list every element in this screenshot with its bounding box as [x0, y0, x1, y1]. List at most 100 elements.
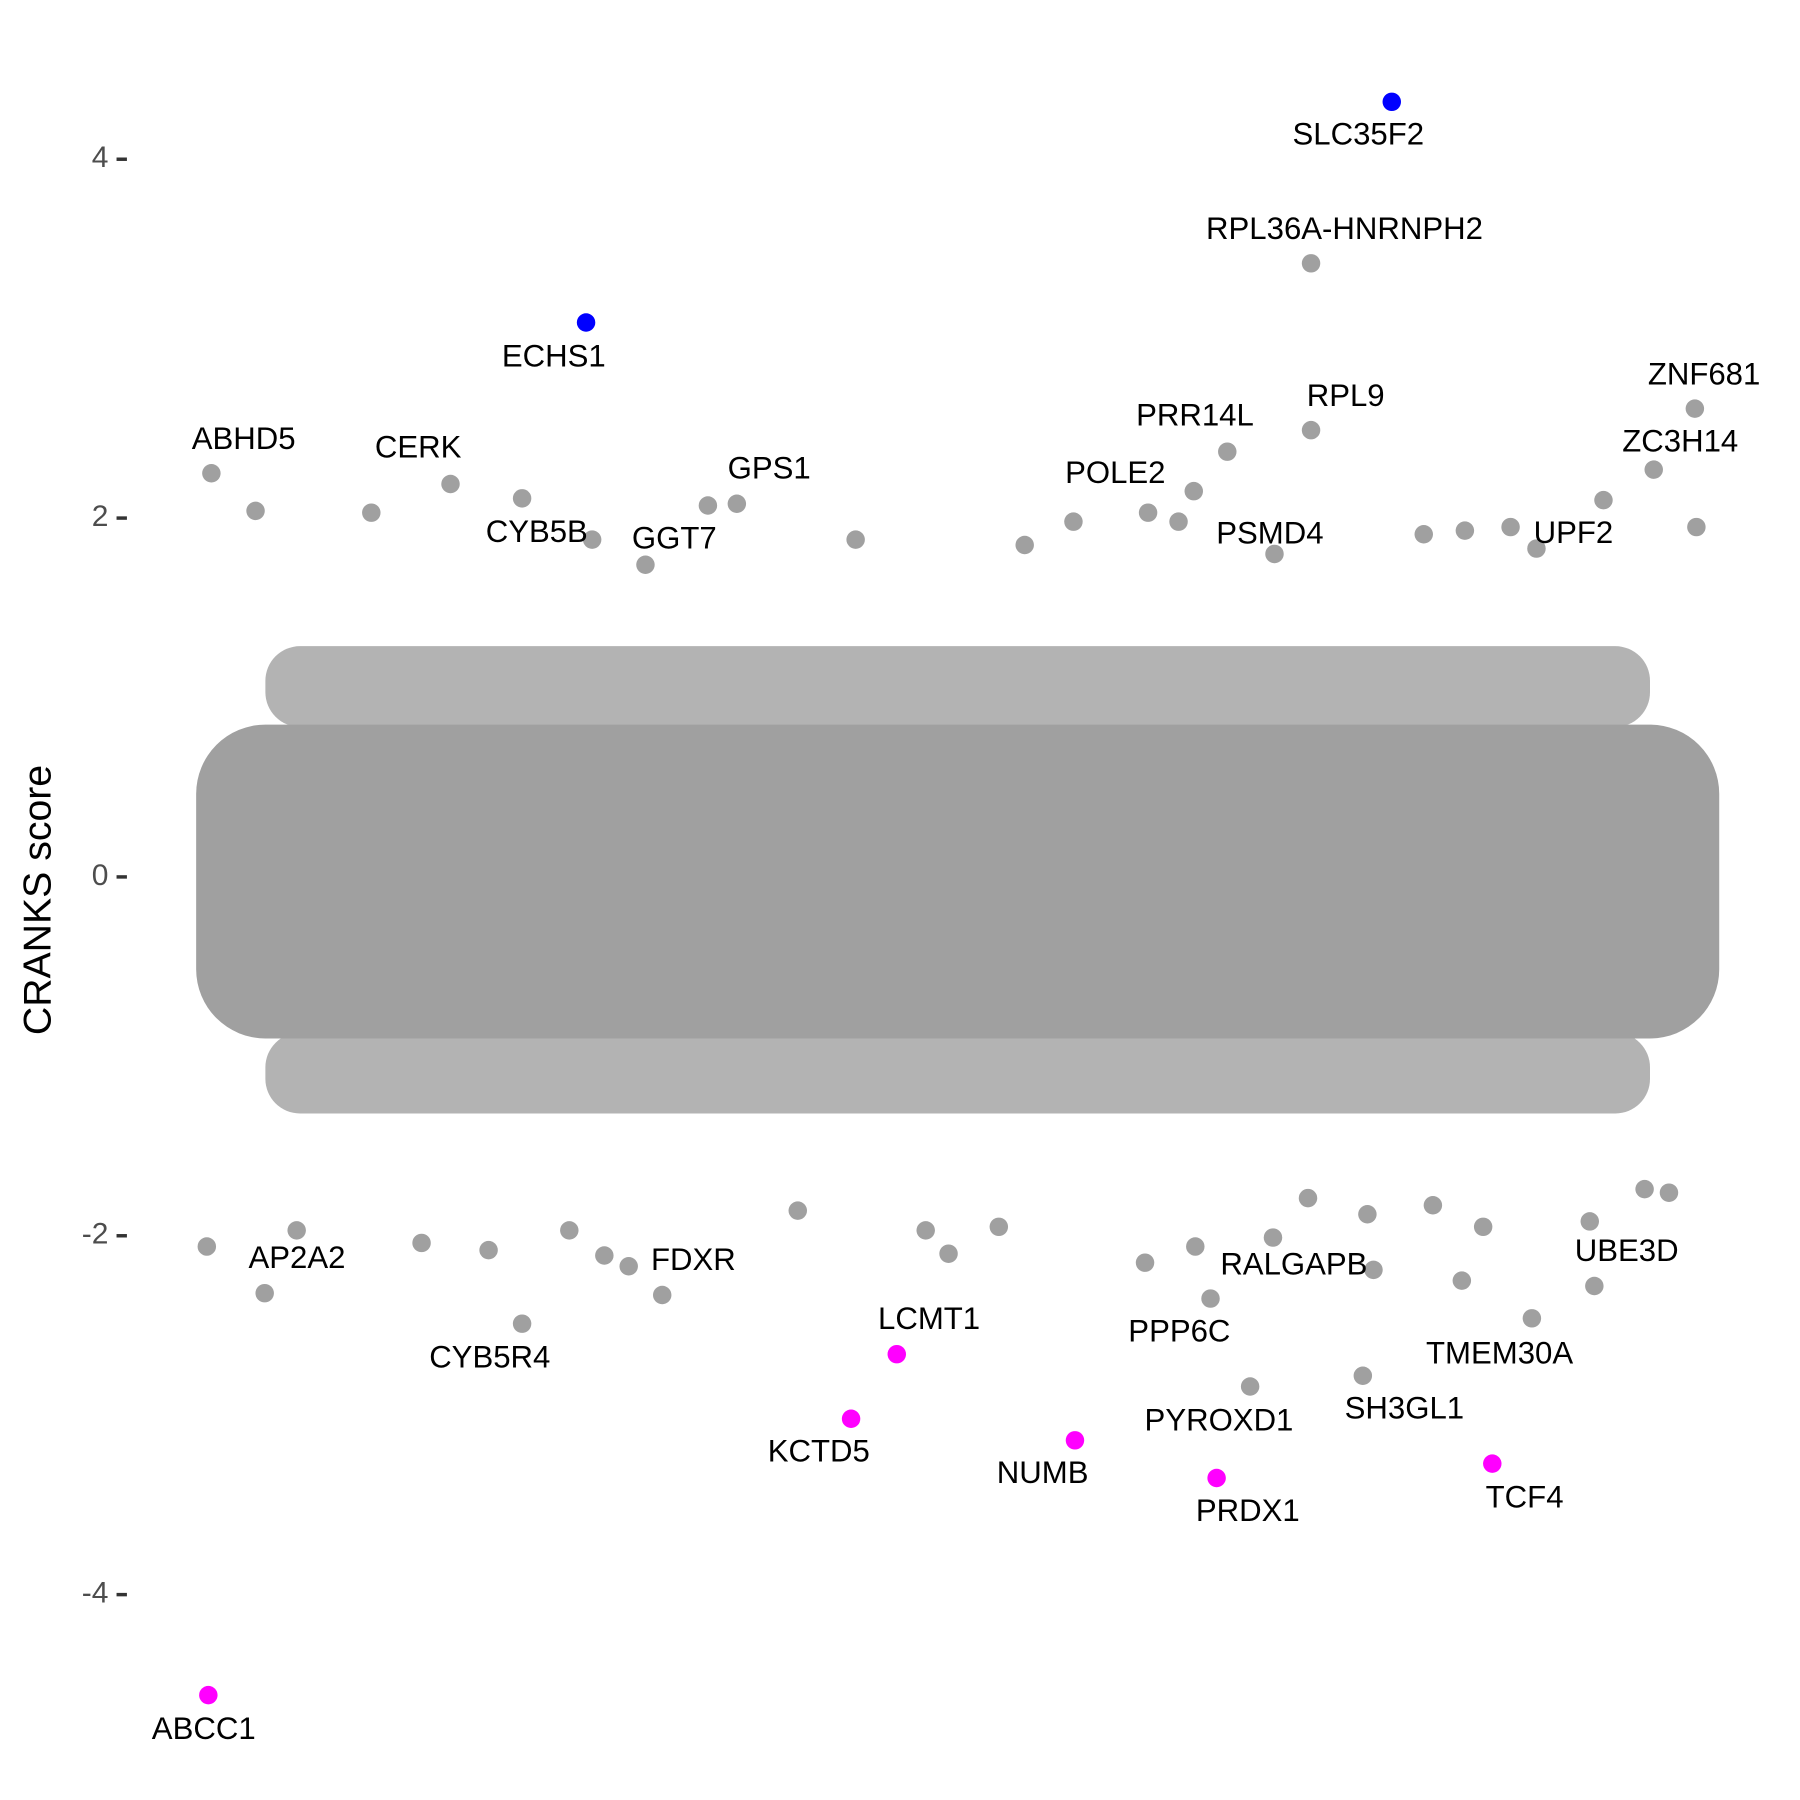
point-cloud — [265, 646, 1650, 727]
point-label: PSMD4 — [1216, 516, 1323, 551]
point — [582, 530, 602, 549]
point — [989, 1217, 1009, 1237]
y-tick-label: -2 — [82, 1218, 109, 1251]
point-label: ABCC1 — [152, 1711, 256, 1746]
point-label: PYROXD1 — [1145, 1402, 1294, 1437]
point — [1585, 1276, 1604, 1296]
point — [202, 463, 221, 483]
point — [698, 496, 718, 515]
point — [287, 1221, 306, 1240]
point-label: GPS1 — [728, 450, 811, 485]
point — [619, 1257, 638, 1276]
point — [1687, 517, 1706, 537]
point — [1522, 1309, 1542, 1328]
point-label: SH3GL1 — [1345, 1391, 1464, 1426]
point-label: FDXR — [651, 1242, 736, 1277]
point — [1064, 512, 1083, 531]
point — [1358, 1205, 1377, 1224]
point — [199, 1685, 218, 1705]
point — [246, 501, 265, 521]
point — [1015, 535, 1034, 555]
point — [441, 474, 460, 494]
point — [1265, 544, 1284, 564]
point — [1301, 420, 1321, 440]
point — [1483, 1454, 1502, 1473]
point-label: AP2A2 — [249, 1240, 346, 1275]
point-label: PRDX1 — [1196, 1493, 1300, 1528]
point — [846, 530, 865, 549]
point — [1501, 517, 1520, 537]
point — [887, 1344, 906, 1364]
point — [255, 1283, 274, 1303]
point-label: RPL9 — [1307, 378, 1385, 413]
y-tick-label: 0 — [92, 859, 109, 892]
point — [1659, 1183, 1679, 1202]
point-label: CYB5R4 — [429, 1340, 550, 1375]
point — [1065, 1431, 1085, 1450]
point-label: TMEM30A — [1426, 1335, 1573, 1370]
point — [1240, 1377, 1260, 1396]
point — [1186, 1237, 1205, 1256]
point-cloud — [265, 1032, 1650, 1114]
point — [1594, 490, 1613, 510]
point-label: NUMB — [997, 1455, 1089, 1490]
point — [841, 1409, 861, 1429]
point-label: ECHS1 — [502, 339, 606, 374]
point — [1452, 1271, 1472, 1290]
point — [1382, 92, 1401, 112]
point-label: PRR14L — [1136, 397, 1254, 432]
point — [1644, 460, 1663, 479]
point — [1455, 521, 1475, 540]
point-cloud — [196, 724, 1720, 1039]
point-label: RALGAPB — [1220, 1247, 1367, 1282]
point — [595, 1246, 614, 1265]
point-label: UBE3D — [1575, 1233, 1679, 1268]
point-label: PPP6C — [1128, 1313, 1230, 1348]
point-label: POLE2 — [1065, 455, 1165, 490]
point — [512, 489, 532, 508]
point-label: CERK — [375, 430, 462, 465]
point — [1423, 1196, 1443, 1215]
point — [1169, 512, 1188, 531]
point — [939, 1244, 958, 1263]
point — [1301, 254, 1321, 273]
point — [636, 555, 655, 574]
point — [1414, 524, 1433, 544]
point — [1353, 1366, 1373, 1385]
point — [1207, 1468, 1226, 1488]
point-label: TCF4 — [1486, 1480, 1564, 1515]
point — [412, 1233, 431, 1253]
point-label: ZC3H14 — [1622, 423, 1738, 458]
point — [1138, 503, 1158, 522]
point — [1580, 1212, 1599, 1231]
point — [1218, 442, 1237, 461]
point — [1201, 1289, 1220, 1308]
point — [1135, 1253, 1155, 1272]
point — [1527, 539, 1546, 558]
point — [1685, 399, 1705, 418]
point — [916, 1221, 935, 1240]
point-label: ABHD5 — [192, 421, 296, 456]
y-tick-label: 2 — [92, 500, 109, 533]
point — [1473, 1217, 1493, 1237]
point — [560, 1221, 579, 1240]
point — [1635, 1179, 1654, 1199]
point-label: SLC35F2 — [1293, 117, 1425, 152]
point — [576, 313, 596, 332]
point-label: LCMT1 — [878, 1301, 980, 1336]
y-axis-title: CRANKS score — [16, 765, 60, 1035]
point — [512, 1314, 532, 1333]
point-label: UPF2 — [1534, 515, 1614, 550]
point — [1263, 1228, 1283, 1247]
point-label: KCTD5 — [768, 1434, 870, 1469]
point — [727, 494, 747, 513]
point — [1364, 1260, 1383, 1280]
point — [652, 1285, 672, 1305]
point-label: GGT7 — [632, 521, 717, 556]
point — [197, 1237, 217, 1256]
y-tick-label: -4 — [82, 1577, 109, 1610]
point-label: CYB5B — [486, 514, 588, 549]
point-label: RPL36A-HNRNPH2 — [1206, 211, 1483, 246]
